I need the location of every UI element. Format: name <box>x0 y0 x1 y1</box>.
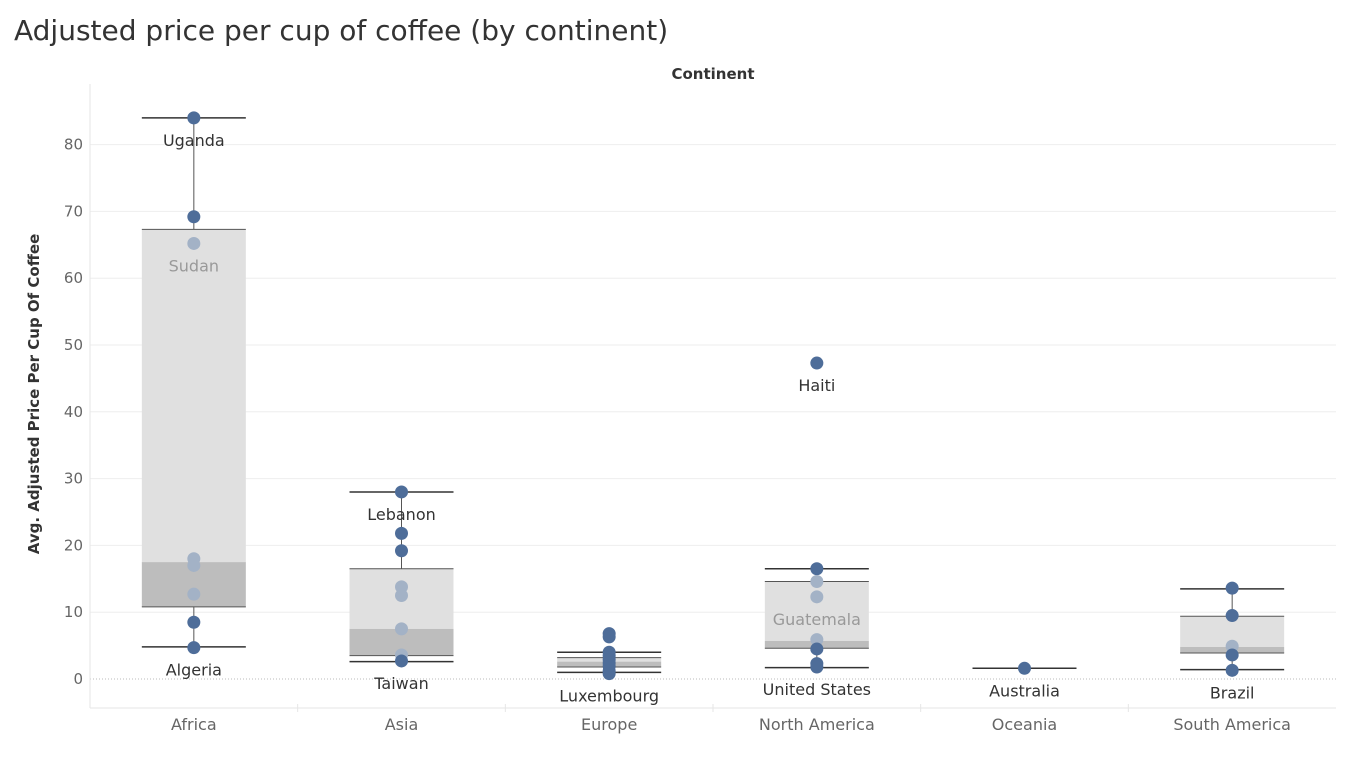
y-tick-label-70: 70 <box>64 202 83 220</box>
y-tick-label-0: 0 <box>73 670 83 688</box>
point-label-algeria: Algeria <box>166 661 222 680</box>
x-tick-label-north-america: North America <box>759 715 875 734</box>
points-layer <box>187 111 1239 681</box>
data-point-north-america-32 <box>810 660 824 674</box>
data-point-asia-15 <box>395 654 408 668</box>
data-point-africa-6 <box>187 615 201 629</box>
data-point-north-america-26 <box>810 562 824 576</box>
data-point-europe-17 <box>602 630 616 644</box>
y-tick-label-60: 60 <box>64 269 83 287</box>
data-point-asia-13 <box>395 622 408 636</box>
x-tick-label-asia: Asia <box>385 715 419 734</box>
point-label-luxembourg: Luxembourg <box>559 687 659 706</box>
point-label-taiwan: Taiwan <box>373 674 428 693</box>
data-point-south-america-35 <box>1225 609 1239 623</box>
y-axis-title: Avg. Adjusted Price Per Cup Of Coffee <box>25 234 43 554</box>
data-point-asia-10 <box>395 544 408 558</box>
y-tick-label-30: 30 <box>64 470 83 488</box>
y-tick-label-80: 80 <box>64 136 83 154</box>
y-tick-label-20: 20 <box>64 536 83 554</box>
point-label-united-states: United States <box>763 680 871 699</box>
data-point-north-america-25 <box>810 356 824 370</box>
data-point-south-america-37 <box>1225 648 1239 662</box>
page-title: Adjusted price per cup of coffee (by con… <box>14 14 669 47</box>
x-tick-label-south-america: South America <box>1173 715 1291 734</box>
data-point-africa-7 <box>187 641 201 655</box>
point-label-guatemala: Guatemala <box>773 610 861 629</box>
x-tick-label-oceania: Oceania <box>992 715 1057 734</box>
column-header-label: Continent <box>671 65 754 83</box>
point-label-lebanon: Lebanon <box>367 505 436 524</box>
data-point-south-america-34 <box>1225 581 1239 595</box>
data-point-north-america-28 <box>810 590 824 604</box>
data-point-africa-5 <box>187 587 201 601</box>
y-tick-label-50: 50 <box>64 336 83 354</box>
gridlines <box>90 144 1336 680</box>
point-label-brazil: Brazil <box>1210 683 1255 702</box>
axes: 0 10 20 30 40 50 60 70 80 Africa Asia Europe North A… <box>64 84 1336 734</box>
data-point-africa-2 <box>187 236 201 250</box>
data-point-north-america-30 <box>810 642 824 656</box>
data-point-europe-24 <box>602 667 616 681</box>
box-upper-africa <box>141 229 246 563</box>
x-tick-label-europe: Europe <box>581 715 637 734</box>
data-point-north-america-29 <box>810 633 824 647</box>
point-label-australia: Australia <box>989 681 1060 700</box>
data-point-asia-9 <box>395 526 408 540</box>
data-point-asia-8 <box>395 485 408 499</box>
data-point-oceania-33 <box>1018 661 1031 675</box>
point-label-haiti: Haiti <box>798 376 835 395</box>
point-label-sudan: Sudan <box>169 256 219 275</box>
x-tick-label-africa: Africa <box>171 715 217 734</box>
data-point-asia-12 <box>395 589 408 602</box>
data-point-north-america-27 <box>810 574 824 588</box>
annotation-layer: Uganda Sudan Algeria Lebanon Taiwan Luxembour… <box>163 131 1255 706</box>
data-point-africa-1 <box>187 210 201 224</box>
data-point-africa-0 <box>187 111 201 125</box>
y-tick-label-10: 10 <box>64 603 83 621</box>
data-point-africa-4 <box>187 558 201 572</box>
y-tick-label-40: 40 <box>64 403 83 421</box>
box-layer <box>141 117 1285 674</box>
data-point-south-america-38 <box>1225 663 1239 677</box>
point-label-uganda: Uganda <box>163 131 225 150</box>
